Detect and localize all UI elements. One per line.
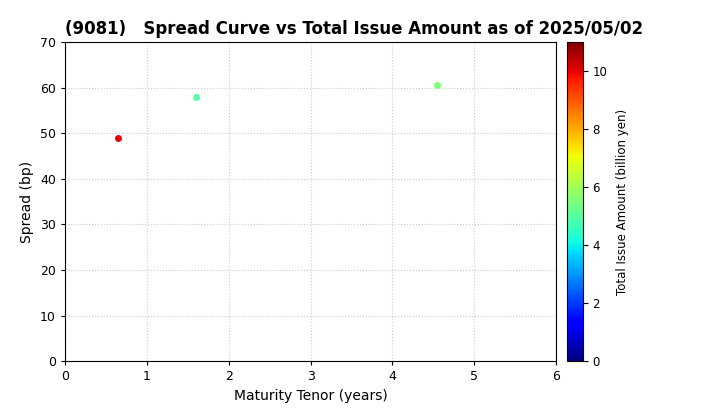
- Point: [432, 82, 444, 89]
- Point: [112, 134, 124, 141]
- Y-axis label: Spread (bp): Spread (bp): [20, 160, 35, 243]
- Y-axis label: Total Issue Amount (billion yen): Total Issue Amount (billion yen): [616, 108, 629, 295]
- X-axis label: Maturity Tenor (years): Maturity Tenor (years): [234, 389, 387, 403]
- Point: [190, 93, 202, 100]
- Text: (9081)   Spread Curve vs Total Issue Amount as of 2025/05/02: (9081) Spread Curve vs Total Issue Amoun…: [65, 20, 643, 38]
